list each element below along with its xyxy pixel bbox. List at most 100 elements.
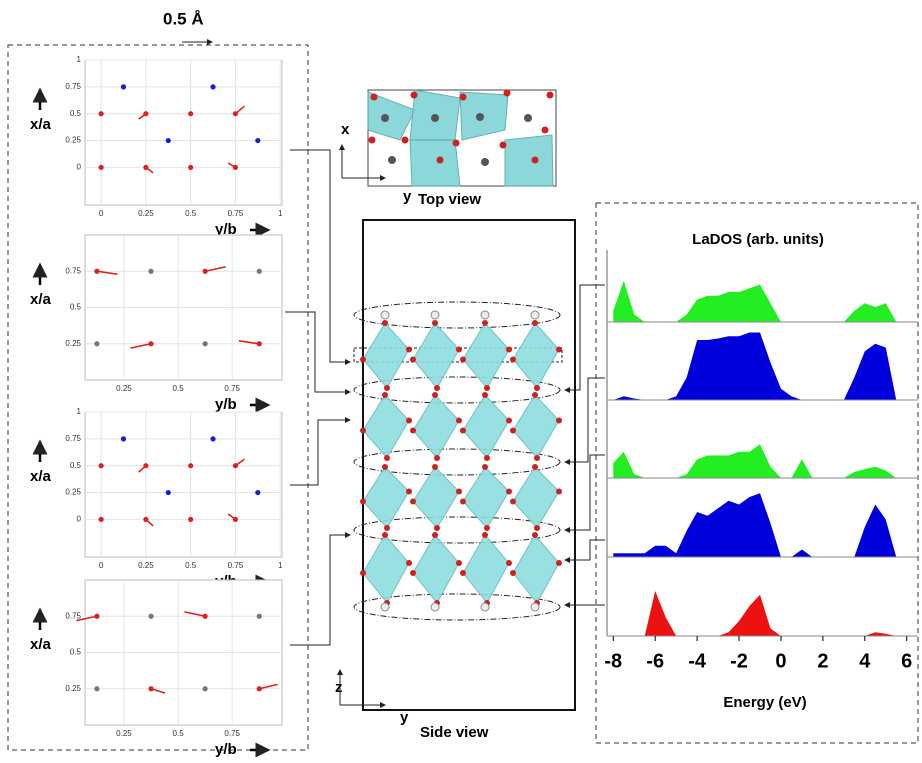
- y-tick-label: 0: [77, 163, 82, 172]
- site: [99, 111, 104, 116]
- site: [188, 517, 193, 522]
- connector: [565, 285, 605, 390]
- y-tick-label: 0.25: [65, 136, 81, 145]
- octahedron: [363, 323, 409, 388]
- y-tick-label: 0.75: [65, 266, 81, 275]
- site: [166, 138, 171, 143]
- atom: [510, 499, 516, 505]
- y-tick-label: 0.75: [65, 434, 81, 443]
- atom: [534, 455, 540, 461]
- atom: [556, 560, 562, 566]
- y-tick-label: 0.75: [65, 82, 81, 91]
- y-axis-label: x/a: [30, 116, 52, 133]
- atom: [382, 532, 388, 538]
- atom: [410, 428, 416, 434]
- atom: [482, 320, 488, 326]
- page: {"scale_label": "0.5 Å", "chart_data": […: [0, 0, 922, 763]
- y-tick-label: 0.75: [65, 611, 81, 620]
- atom: [504, 90, 511, 97]
- atom: [456, 560, 462, 566]
- site: [233, 165, 238, 170]
- site: [210, 436, 215, 441]
- x-tick-label: 0.75: [228, 561, 244, 570]
- connector: [565, 378, 605, 462]
- atom: [410, 499, 416, 505]
- y-tick-label: 1: [77, 407, 82, 416]
- atom: [434, 455, 440, 461]
- side-y: y: [400, 709, 409, 726]
- atom: [432, 320, 438, 326]
- octahedron: [513, 323, 559, 388]
- site: [94, 269, 99, 274]
- atom: [431, 114, 439, 122]
- atom: [360, 357, 366, 363]
- top-x: x: [341, 121, 350, 138]
- atom: [406, 489, 412, 495]
- site: [121, 436, 126, 441]
- atom: [481, 603, 489, 611]
- atom: [406, 418, 412, 424]
- x-axis-label: y/b: [215, 396, 237, 413]
- connector: [290, 535, 350, 645]
- atom: [500, 142, 507, 149]
- site: [257, 614, 262, 619]
- plot-frame: [85, 60, 282, 205]
- site: [94, 614, 99, 619]
- site: [210, 84, 215, 89]
- x-tick-label: 2: [817, 650, 828, 672]
- atom: [556, 347, 562, 353]
- site: [257, 341, 262, 346]
- connector: [565, 540, 605, 560]
- atom: [532, 532, 538, 538]
- site: [148, 686, 153, 691]
- site: [203, 686, 208, 691]
- dos-area: [613, 591, 906, 636]
- atom: [382, 392, 388, 398]
- y-tick-label: 0.25: [65, 339, 81, 348]
- atom: [460, 357, 466, 363]
- atom: [531, 311, 539, 319]
- octahedron: [513, 395, 559, 458]
- atom: [360, 499, 366, 505]
- atom: [411, 92, 418, 99]
- x-tick-label: -2: [730, 650, 748, 672]
- site: [143, 165, 148, 170]
- atom: [406, 347, 412, 353]
- y-tick-label: 0.25: [65, 488, 81, 497]
- site: [99, 463, 104, 468]
- site: [148, 341, 153, 346]
- atom: [432, 532, 438, 538]
- x-tick-label: 0.75: [228, 209, 244, 218]
- x-tick-label: 1: [278, 561, 283, 570]
- x-tick-label: 0: [99, 561, 104, 570]
- atom: [506, 347, 512, 353]
- atom: [434, 525, 440, 531]
- atom: [382, 464, 388, 470]
- octahedron: [413, 535, 459, 603]
- polyhedron: [505, 135, 553, 186]
- dos-area: [613, 493, 906, 557]
- site: [257, 686, 262, 691]
- x-tick-label: 0.25: [116, 384, 132, 393]
- scale-label: 0.5 Å: [163, 9, 204, 28]
- x-tick-label: -4: [688, 650, 707, 672]
- x-tick-label: 4: [859, 650, 871, 672]
- octahedron: [513, 535, 559, 603]
- atom: [532, 392, 538, 398]
- dos-area: [613, 444, 906, 478]
- site: [255, 138, 260, 143]
- side-view-box: [363, 220, 575, 710]
- top-label: Top view: [418, 191, 481, 208]
- atom: [382, 320, 388, 326]
- atom: [437, 157, 444, 164]
- atom: [484, 455, 490, 461]
- site: [148, 614, 153, 619]
- site: [166, 490, 171, 495]
- dos-area: [613, 281, 906, 322]
- atom: [456, 489, 462, 495]
- x-tick-label: -6: [646, 650, 664, 672]
- dos-title: LaDOS (arb. units): [692, 231, 824, 248]
- atom: [532, 157, 539, 164]
- plot-frame: [85, 412, 282, 557]
- site: [203, 614, 208, 619]
